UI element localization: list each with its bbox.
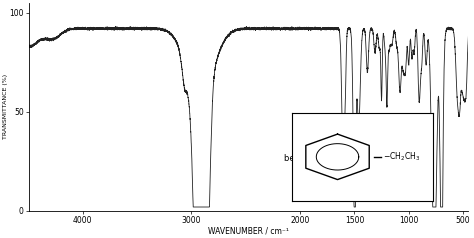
X-axis label: WAVENUMBER / cm⁻¹: WAVENUMBER / cm⁻¹ [208, 226, 289, 235]
Y-axis label: TRANSMITTANCE (%): TRANSMITTANCE (%) [3, 74, 8, 139]
Text: benzene ring
C=C: benzene ring C=C [284, 154, 340, 173]
